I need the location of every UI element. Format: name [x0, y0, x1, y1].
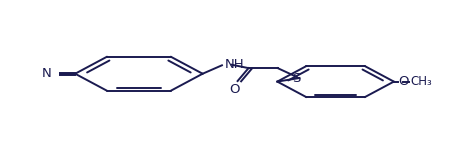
- Text: O: O: [398, 75, 409, 88]
- Text: S: S: [292, 72, 300, 85]
- Text: O: O: [229, 83, 240, 96]
- Text: CH₃: CH₃: [410, 75, 431, 88]
- Text: NH: NH: [225, 58, 244, 71]
- Text: N: N: [42, 67, 52, 80]
